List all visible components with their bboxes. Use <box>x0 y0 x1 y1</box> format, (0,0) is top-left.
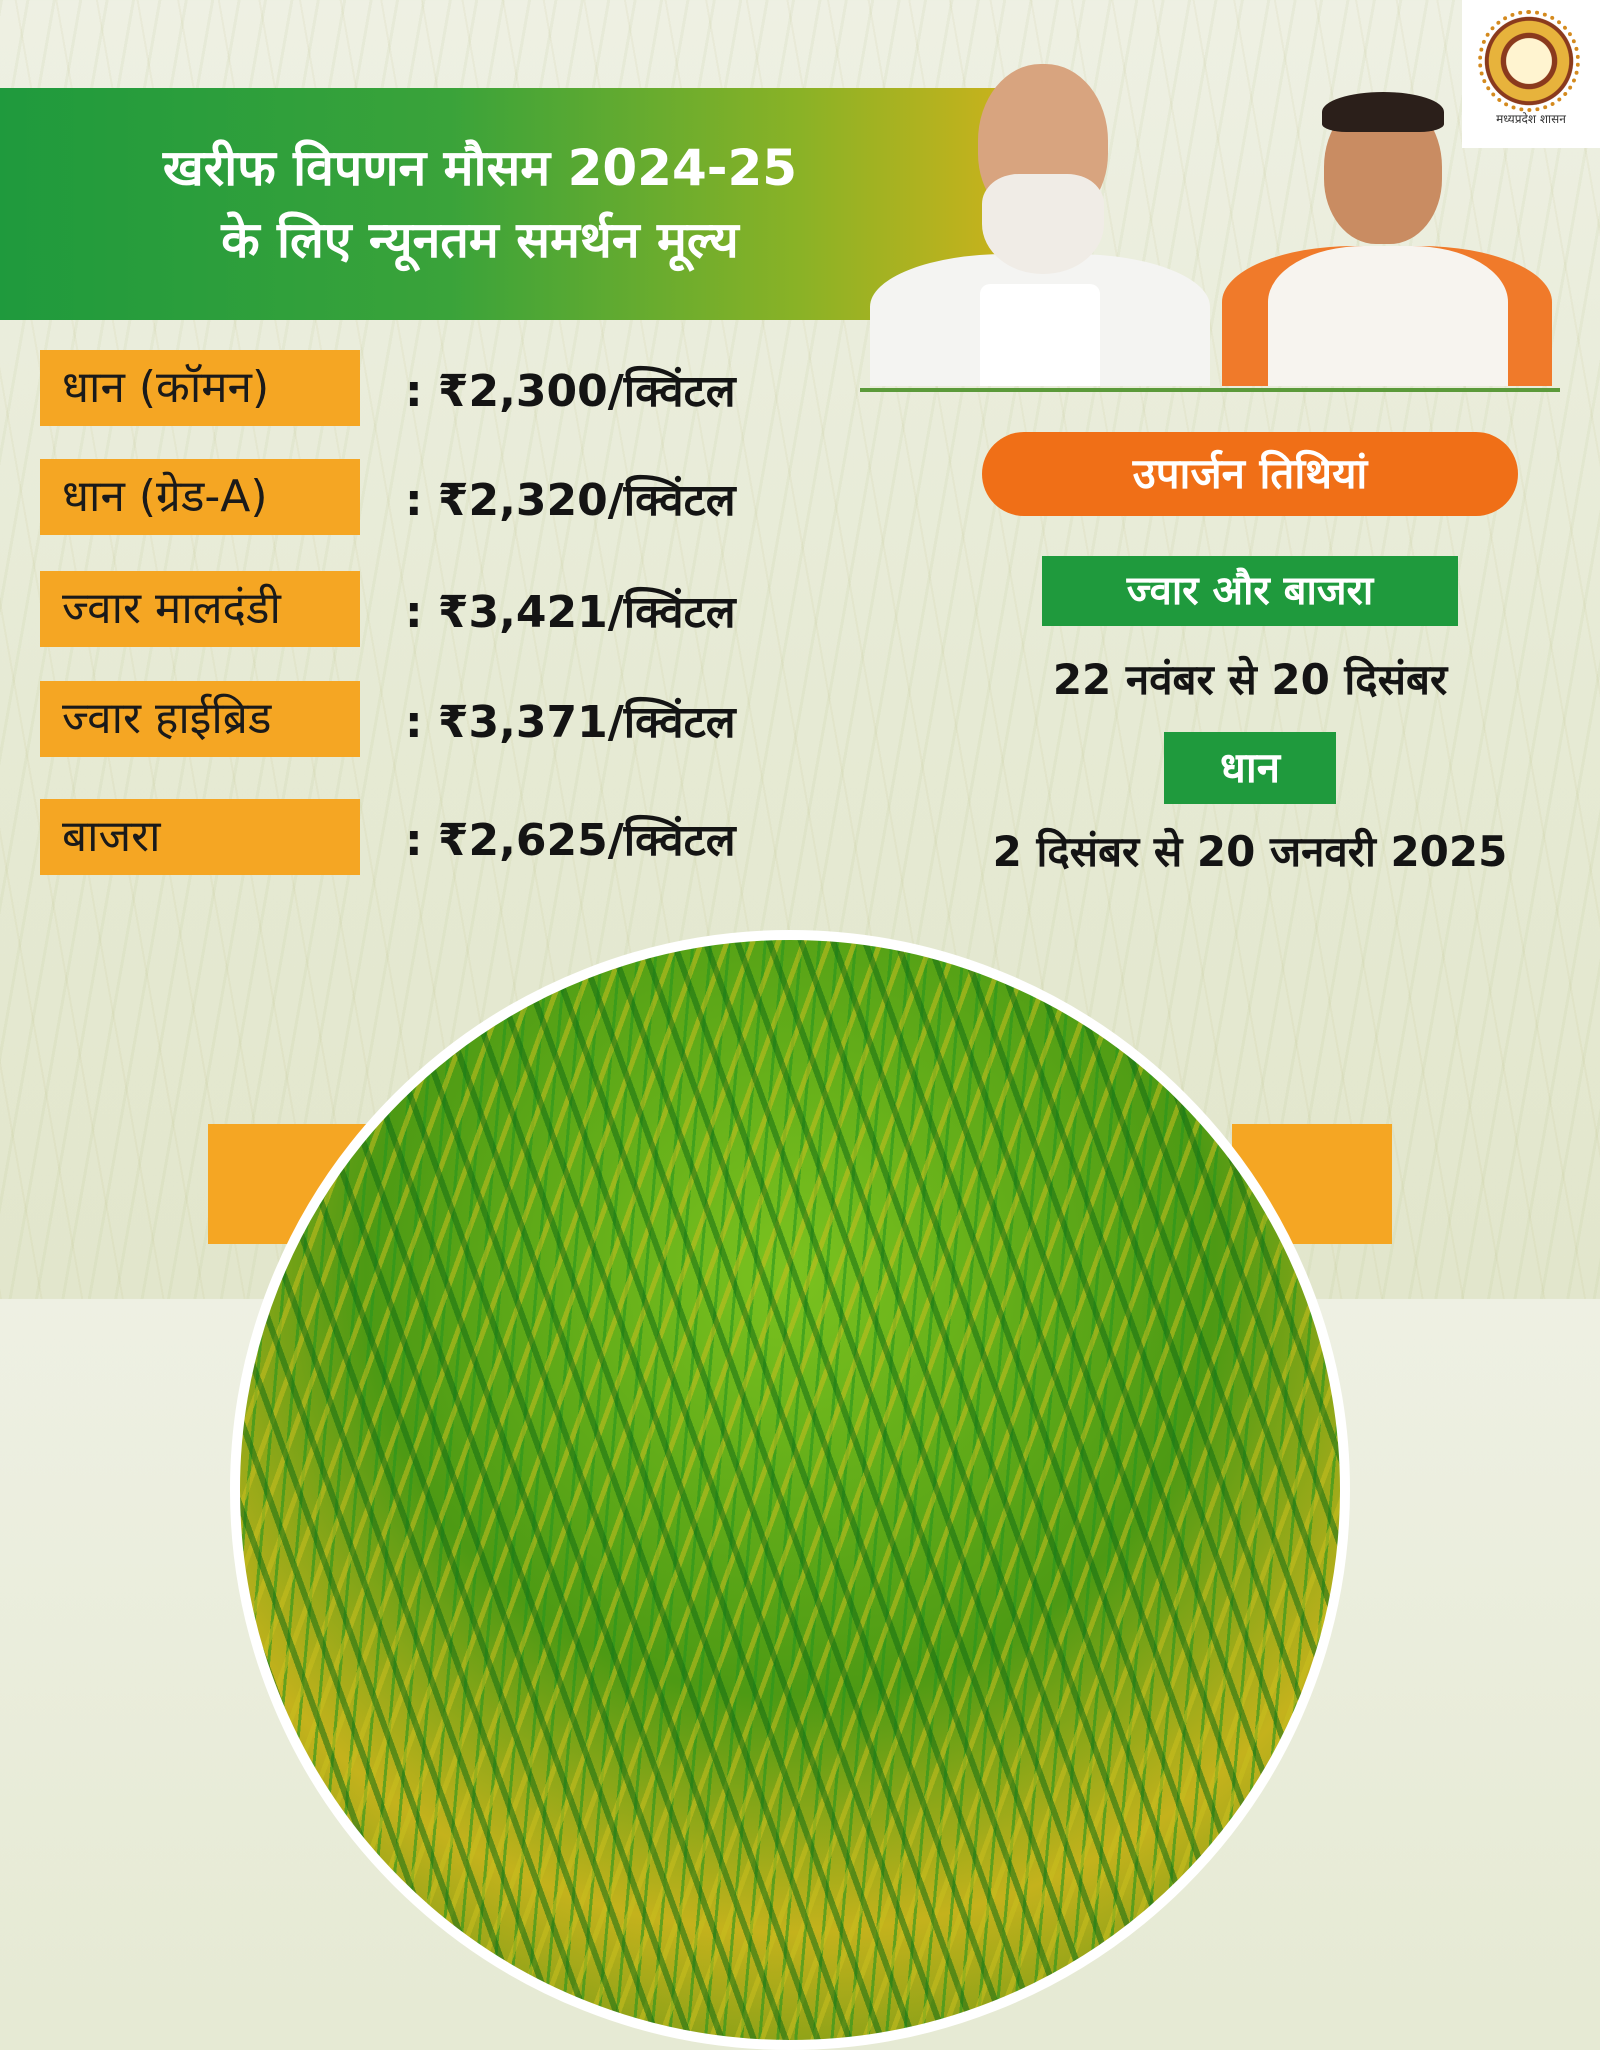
crop-label-jowar-hybrid: ज्वार हाईब्रिड <box>40 681 360 757</box>
crop-label-bajra: बाजरा <box>40 799 360 875</box>
rice-field-image <box>230 930 1350 2050</box>
procurement-crop-dhan: धान <box>1164 732 1336 804</box>
crop-price-dhan-common: : ₹2,300/क्विंटल <box>405 366 736 417</box>
emblem-icon <box>1478 10 1580 112</box>
procurement-crop-jowar-bajra: ज्वार और बाजरा <box>1042 556 1458 626</box>
crop-price-dhan-grade-a: : ₹2,320/क्विंटल <box>405 475 736 526</box>
crop-price-bajra: : ₹2,625/क्विंटल <box>405 815 736 866</box>
crop-price-jowar-maldandi: : ₹3,421/क्विंटल <box>405 587 736 638</box>
crop-label-jowar-maldandi: ज्वार मालदंडी <box>40 571 360 647</box>
title-banner <box>0 88 1000 320</box>
portrait-photo-right <box>1222 92 1552 386</box>
procurement-dates-jowar-bajra: 22 नवंबर से 20 दिसंबर <box>1052 655 1448 704</box>
page-title: खरीफ विपणन मौसम 2024-25 के लिए न्यूनतम स… <box>40 132 920 276</box>
title-line-2: के लिए न्यूनतम समर्थन मूल्य <box>221 211 739 269</box>
procurement-dates-dhan: 2 दिसंबर से 20 जनवरी 2025 <box>992 827 1508 876</box>
photo-divider <box>860 388 1560 392</box>
government-logo: मध्यप्रदेश शासन <box>1462 0 1600 148</box>
crop-label-dhan-grade-a: धान (ग्रेड-A) <box>40 459 360 535</box>
logo-caption: मध्यप्रदेश शासन <box>1496 112 1566 126</box>
crop-price-jowar-hybrid: : ₹3,371/क्विंटल <box>405 697 736 748</box>
procurement-dates-heading: उपार्जन तिथियां <box>982 432 1518 516</box>
title-line-1: खरीफ विपणन मौसम 2024-25 <box>162 139 798 197</box>
portrait-photo-left <box>870 64 1210 386</box>
crop-label-dhan-common: धान (कॉमन) <box>40 350 360 426</box>
